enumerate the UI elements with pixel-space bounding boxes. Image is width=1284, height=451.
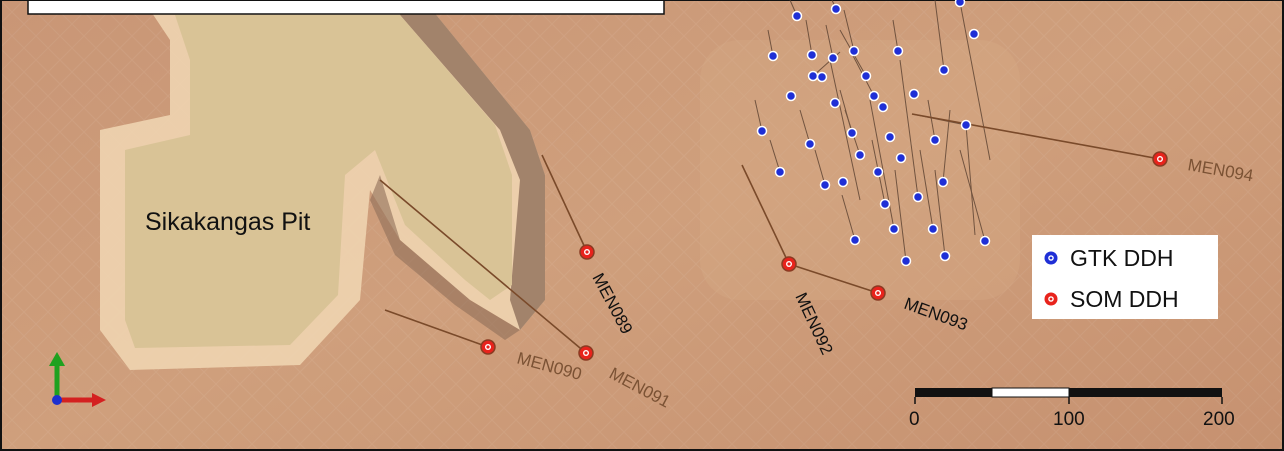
pit-label: Sikakangas Pit — [145, 208, 310, 236]
scale-tick-100: 100 — [1053, 409, 1085, 430]
legend-item-gtk: GTK DDH — [1044, 245, 1174, 271]
som-collar-men091 — [578, 345, 594, 361]
som-collar-men093 — [870, 285, 886, 301]
legend-box — [1032, 235, 1218, 319]
pit-floor — [125, 15, 512, 348]
legend-item-som: SOM DDH — [1044, 286, 1179, 312]
scale-tick-0: 0 — [909, 409, 920, 430]
scale-tick-200: 200 — [1203, 409, 1235, 430]
x-axis-arrow-icon — [92, 393, 106, 407]
lighter-patch — [700, 40, 1020, 300]
gtk-collars — [756, 0, 991, 267]
gtk-collar-group — [756, 0, 991, 267]
som-collar-men092 — [781, 256, 797, 272]
som-collar-men089 — [579, 244, 595, 260]
scale-seg-3 — [1069, 388, 1222, 397]
legend-label-gtk: GTK DDH — [1070, 245, 1174, 271]
pit-rim-shadow-inner — [370, 175, 520, 340]
pit-rim-shadow — [400, 0, 545, 330]
scale-seg-2 — [991, 387, 1070, 398]
som-collar-men094 — [1152, 151, 1168, 167]
legend: GTK DDH SOM DDH — [1032, 235, 1218, 319]
scale-bar: 0 100 200 — [909, 387, 1235, 430]
axes-orientation-icon — [49, 352, 106, 407]
z-axis-dot-icon — [52, 395, 62, 405]
som-traces — [379, 113, 1161, 354]
som-collars — [480, 151, 1168, 361]
scale-seg-1 — [915, 388, 992, 397]
legend-label-som: SOM DDH — [1070, 286, 1179, 312]
title-box — [27, 0, 665, 15]
y-axis-arrow-icon — [49, 352, 65, 366]
som-collar-men090 — [480, 339, 496, 355]
